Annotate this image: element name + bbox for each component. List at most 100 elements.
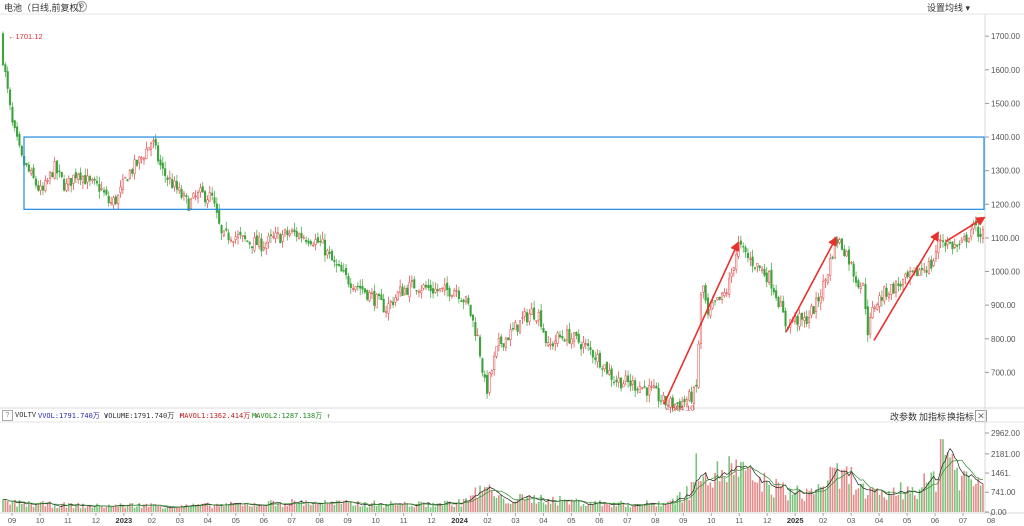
candle-body bbox=[53, 161, 56, 179]
volume-bar bbox=[467, 502, 470, 512]
volume-bar bbox=[147, 507, 150, 512]
candle-body bbox=[918, 269, 921, 276]
volume-bar bbox=[587, 504, 589, 512]
candle-body bbox=[540, 310, 543, 327]
volume-bar bbox=[385, 504, 387, 512]
volume-bar bbox=[622, 503, 625, 512]
volume-bar bbox=[756, 482, 759, 512]
candle-body bbox=[481, 358, 484, 373]
volume-bar bbox=[77, 502, 79, 512]
volume-bar bbox=[23, 502, 25, 512]
trend-arrow bbox=[785, 236, 837, 333]
volume-bar bbox=[822, 486, 824, 512]
volume-bar bbox=[963, 470, 965, 512]
candle-body bbox=[768, 271, 771, 283]
ma-settings-button[interactable]: 设置均线 ▾ bbox=[926, 3, 970, 13]
candle-body bbox=[866, 306, 869, 336]
x-tick-label: 07 bbox=[959, 516, 967, 525]
volume-bar bbox=[824, 489, 827, 512]
candle-body bbox=[220, 225, 223, 234]
volume-bar bbox=[897, 494, 900, 512]
volume-bar bbox=[498, 495, 500, 512]
x-tick-label: 02 bbox=[819, 516, 827, 525]
volume-bar bbox=[368, 506, 371, 512]
candle-body bbox=[739, 240, 742, 245]
help-icon[interactable]: ? bbox=[2, 410, 13, 421]
volume-bar bbox=[975, 483, 977, 512]
candle-body bbox=[758, 265, 761, 269]
volume-bar bbox=[100, 505, 103, 512]
candle-body bbox=[145, 148, 148, 159]
volume-bar bbox=[577, 499, 580, 512]
volume-bar bbox=[458, 499, 460, 512]
volume-bar bbox=[152, 505, 155, 512]
candle-body bbox=[699, 294, 703, 344]
candle-body bbox=[298, 233, 301, 239]
candle-body bbox=[206, 199, 209, 204]
candle-body bbox=[744, 247, 747, 253]
candle-body bbox=[871, 307, 874, 318]
volume-bar bbox=[563, 499, 566, 512]
candle-body bbox=[460, 300, 463, 302]
candle-body bbox=[716, 297, 719, 300]
candle-body bbox=[892, 283, 895, 294]
candle-body bbox=[906, 271, 909, 278]
candle-body bbox=[227, 232, 230, 241]
candle-body bbox=[269, 234, 272, 237]
volume-bar bbox=[32, 506, 35, 512]
volume-bar bbox=[559, 495, 561, 512]
switch-indicator-button[interactable]: 换指标 bbox=[947, 412, 975, 422]
candle-body bbox=[443, 284, 446, 291]
candle-body bbox=[796, 316, 799, 325]
volume-bar bbox=[84, 508, 87, 512]
volume-bar bbox=[545, 504, 547, 512]
gear-icon[interactable]: ⚙ bbox=[76, 1, 87, 12]
volume-bar bbox=[218, 506, 220, 512]
candle-body bbox=[79, 172, 82, 181]
candle-body bbox=[563, 339, 566, 342]
volume-bar bbox=[815, 489, 817, 512]
candle-body bbox=[152, 140, 155, 143]
candle-body bbox=[544, 331, 547, 344]
candle-body bbox=[523, 311, 526, 317]
volume-bar bbox=[256, 506, 258, 512]
volume-bar bbox=[953, 469, 956, 512]
candle-body bbox=[171, 179, 174, 189]
candle-body bbox=[624, 375, 627, 382]
volume-bar bbox=[979, 485, 982, 512]
candle-body bbox=[403, 288, 406, 295]
volume-bar bbox=[35, 504, 37, 512]
volume-bar bbox=[13, 499, 16, 512]
candle-body bbox=[121, 179, 124, 190]
volume-bar bbox=[65, 507, 68, 512]
candle-body bbox=[927, 261, 930, 274]
volume-bar bbox=[657, 501, 660, 512]
candle-body bbox=[504, 337, 507, 348]
volume-bar bbox=[735, 459, 737, 512]
volume-bar bbox=[683, 497, 686, 512]
edit-params-button[interactable]: 改参数 bbox=[890, 412, 918, 422]
candle-body bbox=[413, 279, 416, 289]
volume-bars bbox=[2, 438, 984, 512]
volume-bar bbox=[436, 504, 439, 512]
candle-body bbox=[493, 356, 496, 371]
volume-bar bbox=[902, 499, 904, 512]
candle-body bbox=[648, 385, 651, 396]
candle-body bbox=[422, 284, 425, 289]
volume-bar bbox=[982, 483, 984, 512]
volume-bar bbox=[444, 500, 446, 512]
candle-body bbox=[981, 229, 985, 239]
volume-bar bbox=[415, 504, 418, 512]
volume-bar bbox=[843, 469, 846, 512]
candle-body bbox=[620, 377, 623, 389]
x-tick-label: 08 bbox=[987, 516, 995, 525]
volume-bar bbox=[615, 506, 618, 512]
candle-body bbox=[244, 235, 247, 239]
volume-bar bbox=[521, 494, 524, 512]
candle-body bbox=[46, 180, 49, 182]
add-indicator-button[interactable]: 加指标 bbox=[919, 412, 947, 422]
candle-body bbox=[645, 387, 648, 396]
volume-bar bbox=[523, 499, 526, 512]
volume-bar bbox=[122, 506, 124, 512]
